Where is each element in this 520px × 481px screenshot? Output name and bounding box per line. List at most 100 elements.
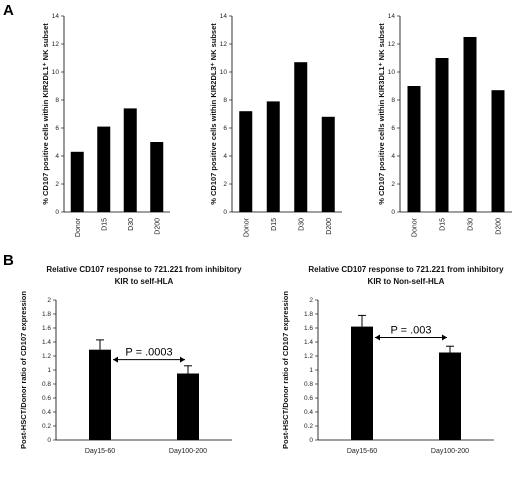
y-tick-label: 4 (223, 153, 227, 160)
y-tick-label: 1 (47, 367, 51, 374)
y-tick-label: 0.4 (304, 409, 313, 416)
y-tick-label: 2 (47, 297, 51, 304)
y-tick-label: 0 (55, 209, 59, 216)
chart-title: KIR to Non-self-HLA (368, 277, 445, 286)
y-tick-label: 12 (220, 41, 228, 48)
y-tick-label: 0 (223, 209, 227, 216)
arrow-head-left (375, 334, 380, 341)
bar (407, 86, 421, 212)
p-value-annotation: P = .003 (390, 325, 431, 337)
y-tick-label: 12 (388, 41, 396, 48)
y-axis-label: % CD107 positive cells within KIR3DL1⁺ N… (377, 23, 386, 205)
x-tick-label: D15 (101, 218, 108, 231)
y-tick-label: 1.6 (42, 325, 51, 332)
y-tick-label: 8 (55, 97, 59, 104)
panel-label-a: A (3, 2, 14, 19)
x-tick-label: D30 (298, 218, 305, 231)
bar (89, 349, 111, 440)
chart-title: Relative CD107 response to 721.221 from … (46, 265, 242, 274)
y-tick-label: 0 (309, 437, 313, 444)
bar (239, 111, 253, 212)
x-tick-label: Donor (75, 217, 82, 237)
y-tick-label: 1.4 (304, 339, 313, 346)
chart-a2: 0 2 4 6 8 10 12 14% CD107 positive cells within… (209, 13, 342, 237)
y-tick-label: 6 (391, 125, 395, 132)
y-tick-label: 0.2 (42, 423, 51, 430)
y-tick-label: 2 (309, 297, 313, 304)
x-tick-label: D200 (154, 218, 161, 235)
x-tick-label: Day15-60 (347, 448, 377, 455)
x-tick-label: D15 (440, 218, 447, 231)
y-tick-label: 2 (223, 181, 227, 188)
y-tick-label: 0.4 (42, 409, 51, 416)
x-tick-label: Donor (412, 217, 419, 237)
x-tick-label: Donor (243, 217, 250, 237)
bar (266, 101, 280, 212)
y-tick-label: 10 (388, 69, 396, 76)
arrow-head-right (180, 356, 185, 363)
y-tick-label: 1.8 (304, 311, 313, 318)
bar (321, 116, 335, 212)
y-tick-label: 14 (52, 13, 60, 20)
y-tick-label: 0.6 (304, 395, 313, 402)
y-tick-label: 4 (55, 153, 59, 160)
chart-b2: 0 0.2 0.4 0.6 0.8 1 1.2 1.4 1.6 1.8 2 Post-HSCT/Don… (281, 265, 504, 455)
y-tick-label: 1.4 (42, 339, 51, 346)
y-tick-label: 8 (223, 97, 227, 104)
y-tick-label: 1.2 (42, 353, 51, 360)
y-tick-label: 14 (220, 13, 228, 20)
x-tick-label: D30 (128, 218, 135, 231)
y-axis-label: Post-HSCT/Donor ratio of CD107 expressio… (281, 291, 290, 449)
y-tick-label: 12 (52, 41, 60, 48)
p-value-annotation: P = .0003 (125, 347, 172, 359)
y-tick-label: 0 (391, 209, 395, 216)
y-tick-label: 0.6 (42, 395, 51, 402)
bar (351, 326, 373, 440)
chart-a1: 0 2 4 6 8 10 12 14% CD107 positive cells within… (41, 13, 170, 237)
x-tick-label: Day100-200 (169, 448, 207, 455)
bar (435, 58, 449, 212)
bar (294, 62, 308, 213)
y-tick-label: 0 (47, 437, 51, 444)
arrow-head-right (442, 334, 447, 341)
y-tick-label: 1.6 (304, 325, 313, 332)
x-tick-label: D200 (326, 218, 333, 235)
y-tick-label: 2 (391, 181, 395, 188)
y-tick-label: 10 (52, 69, 60, 76)
y-tick-label: 2 (55, 181, 59, 188)
chart-title: Relative CD107 response to 721.221 from … (308, 265, 504, 274)
y-axis-label: % CD107 positive cells within KIR2DL1⁺ N… (41, 23, 50, 205)
y-tick-label: 8 (391, 97, 395, 104)
y-tick-label: 0.8 (304, 381, 313, 388)
bar (463, 37, 477, 212)
bar (150, 142, 164, 212)
y-tick-label: 4 (391, 153, 395, 160)
y-tick-label: 6 (55, 125, 59, 132)
x-tick-label: D200 (496, 218, 503, 235)
y-tick-label: 6 (223, 125, 227, 132)
chart-b1: 0 0.2 0.4 0.6 0.8 1 1.2 1.4 1.6 1.8 2 Post-HSCT/Don… (19, 265, 242, 455)
bar (177, 373, 199, 440)
chart-a3: 0 2 4 6 8 10 12 14% CD107 positive cells within… (377, 13, 512, 237)
bar (491, 90, 505, 212)
bar (439, 352, 461, 440)
bar (123, 108, 137, 212)
chart-title: KIR to self-HLA (115, 277, 174, 286)
y-tick-label: 10 (220, 69, 228, 76)
y-axis-label: Post-HSCT/Donor ratio of CD107 expressio… (19, 291, 28, 449)
panel-label-b: B (3, 252, 14, 269)
bar (70, 151, 84, 212)
x-tick-label: D15 (271, 218, 278, 231)
bar (97, 126, 111, 212)
arrow-head-left (113, 356, 118, 363)
y-tick-label: 1 (309, 367, 313, 374)
y-tick-label: 14 (388, 13, 396, 20)
y-tick-label: 1.8 (42, 311, 51, 318)
x-tick-label: Day100-200 (431, 448, 469, 455)
y-axis-label: % CD107 positive cells within KIR2DL3⁺ N… (209, 23, 218, 205)
y-tick-label: 0.8 (42, 381, 51, 388)
y-tick-label: 0.2 (304, 423, 313, 430)
y-tick-label: 1.2 (304, 353, 313, 360)
x-tick-label: D30 (468, 218, 475, 231)
